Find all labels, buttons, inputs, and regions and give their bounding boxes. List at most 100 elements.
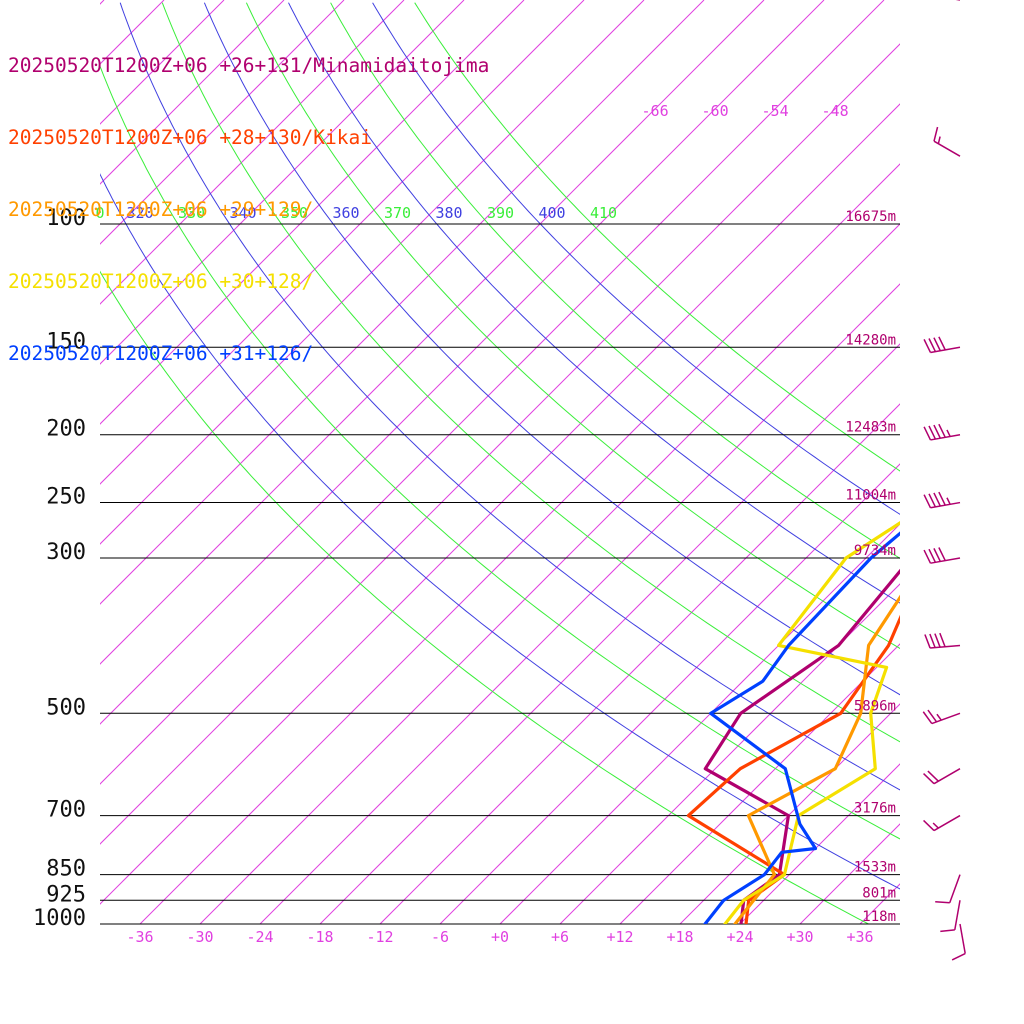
wind-barb-flag (946, 429, 951, 437)
wind-barb (940, 900, 961, 933)
wind-barb (923, 336, 961, 354)
height-label: 12483m (845, 420, 896, 436)
wind-barb-flag (936, 713, 942, 721)
wind-barb-flag (927, 770, 939, 782)
dry-adiabat-line (288, 2, 900, 604)
wind-barb-flag (951, 952, 966, 961)
isotherm-line (980, 0, 1024, 924)
isotherm-line (559, 583, 900, 924)
isotherm-line (100, 0, 525, 425)
isotherm-line (379, 403, 900, 924)
dry-adiabat-line (245, 2, 900, 650)
legend: 20250520T1200Z+06 +26+131/Minamidaitojim… (8, 6, 489, 390)
height-label: 16675m (845, 209, 896, 225)
temperature-tick-label: +30 (786, 928, 813, 946)
wind-barb-flag (928, 425, 937, 440)
isotherm-line (100, 0, 885, 785)
height-label: 801m (862, 885, 896, 901)
temperature-tick-label: -24 (246, 928, 273, 946)
wind-barb-flag (946, 497, 951, 505)
temperature-tick-label: +6 (551, 928, 569, 946)
isotherm-line (100, 0, 765, 665)
dry-adiabat-line (203, 2, 900, 696)
temperature-tick-label: +18 (666, 928, 693, 946)
temperature-profile-series-2 (686, 614, 900, 924)
dry-adiabat-line (100, 64, 900, 840)
height-label: 14280m (845, 332, 896, 348)
dry-adiabat-line (414, 2, 900, 472)
wind-barb-flag (933, 492, 941, 507)
wind-barb-flag (933, 337, 941, 352)
theta-label: 0 (95, 204, 104, 222)
theta-label: 330 (178, 204, 205, 222)
pressure-label: 500 (46, 695, 86, 720)
height-label: 9734m (854, 543, 896, 559)
legend-entry-30-128: 20250520T1200Z+06 +30+128/ (8, 270, 314, 293)
wind-barb-flag (937, 136, 941, 144)
pressure-label: 250 (46, 485, 86, 510)
isotherm-line (739, 763, 900, 924)
isotherm-line (100, 0, 345, 245)
isotherm-line (679, 703, 900, 924)
pressure-label: 200 (46, 417, 86, 442)
temperature-tick-label: -18 (306, 928, 333, 946)
temperature-profiles (686, 521, 900, 924)
isotherm-line (319, 343, 900, 924)
wind-barb (923, 491, 961, 509)
wind-barb-flag (934, 633, 941, 648)
isotherm-line (100, 0, 465, 365)
legend-entry-minamidaitojima: 20250520T1200Z+06 +26+131/Minamidaitojim… (8, 54, 490, 77)
wind-barb-flag (940, 929, 955, 933)
dry-adiabat-line (119, 2, 900, 791)
wind-barb-flag (923, 339, 932, 353)
wind-barb (951, 923, 966, 961)
pressure-label: 850 (46, 857, 86, 882)
isotherm-line (100, 103, 900, 905)
temperature-tick-label: +0 (491, 928, 509, 946)
wind-barb (922, 709, 961, 725)
wind-barb (923, 547, 961, 564)
legend-entry-29-129: 20250520T1200Z+06 +29+129/ (8, 198, 314, 221)
height-label: 118m (862, 909, 896, 925)
isotherm-line (499, 523, 900, 924)
wind-barb-flag (933, 424, 941, 439)
wind-barb (923, 423, 961, 441)
temperature-tick-label: +12 (606, 928, 633, 946)
isotherm-line (100, 0, 285, 185)
wind-barb-flag (928, 493, 937, 508)
dry-adiabat-lines (100, 2, 900, 924)
wind-barb-flag (929, 633, 936, 648)
dry-adiabat-line (330, 2, 900, 559)
legend-entry-kikai: 20250520T1200Z+06 +28+130/Kikai (8, 126, 372, 149)
isotherm-line (920, 0, 1024, 924)
wind-barb-flag (938, 491, 946, 506)
theta-label: 370 (384, 204, 411, 222)
wind-barb-flag (933, 126, 939, 142)
isotherm-line (100, 0, 705, 605)
wind-barb-flag (935, 901, 950, 904)
wind-barb-flag (923, 549, 932, 564)
height-label: 3176m (854, 801, 896, 817)
theta-label: 340 (229, 204, 256, 222)
temperature-profile-series-4 (723, 521, 900, 924)
wind-barb-flag (927, 709, 938, 723)
temperature-tick-label: -6 (431, 928, 449, 946)
wind-barb-flag (923, 819, 935, 832)
isotherm-line (100, 0, 405, 305)
wind-barb-staff (959, 923, 966, 954)
isobar-lines (100, 223, 900, 925)
wind-barb (924, 632, 961, 649)
pressure-label: 700 (46, 798, 86, 823)
isotherm-line (859, 883, 900, 924)
temperature-tick-label: -12 (366, 928, 393, 946)
wind-barb-flag (939, 632, 946, 648)
isotherm-line (139, 163, 900, 924)
theta-label: 380 (435, 204, 462, 222)
temperature-profile-series-5 (703, 531, 900, 924)
theta-label: 350 (281, 204, 308, 222)
temperature-tick-label: -30 (186, 928, 213, 946)
pressure-label: 925 (46, 882, 86, 907)
height-label: 5896m (854, 698, 896, 714)
pressure-label: 150 (46, 329, 86, 354)
isotherm-line (439, 463, 900, 924)
